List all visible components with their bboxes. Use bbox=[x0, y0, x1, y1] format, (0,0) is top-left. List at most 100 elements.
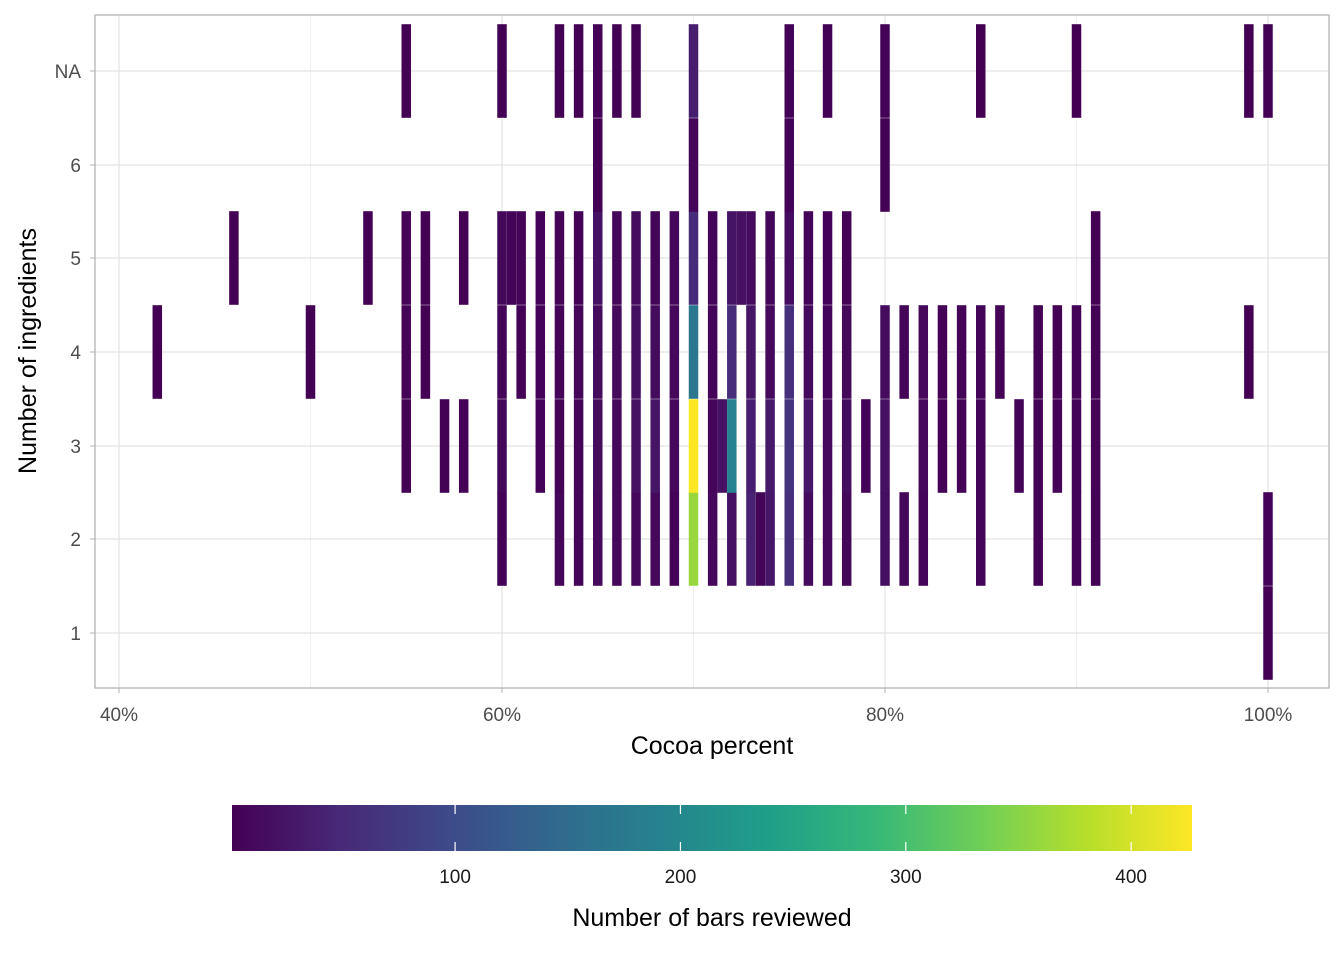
heatmap-cell bbox=[1263, 492, 1273, 586]
heatmap-cell bbox=[717, 399, 727, 493]
heatmap-cell bbox=[784, 305, 794, 399]
heatmap-cell bbox=[439, 399, 450, 493]
heatmap-cell bbox=[593, 305, 603, 399]
heatmap-cell bbox=[918, 492, 929, 586]
heatmap-cell bbox=[1033, 305, 1043, 399]
heatmap-cell bbox=[612, 399, 622, 493]
heatmap-cell bbox=[669, 399, 680, 493]
colorbar bbox=[232, 805, 1192, 851]
heatmap-cell bbox=[401, 399, 411, 493]
heatmap-cell bbox=[1071, 305, 1082, 399]
heatmap-cell bbox=[497, 399, 507, 493]
heatmap-cell bbox=[1244, 24, 1254, 118]
y-tick-label: 2 bbox=[70, 530, 81, 551]
heatmap-cell bbox=[880, 24, 890, 118]
heatmap-cell bbox=[535, 305, 546, 399]
heatmap-cell bbox=[593, 211, 603, 305]
heatmap-cell bbox=[612, 305, 622, 399]
heatmap-cell bbox=[822, 305, 833, 399]
heatmap-cell bbox=[707, 492, 718, 586]
heatmap-cell bbox=[1014, 399, 1024, 493]
heatmap-cell bbox=[841, 399, 852, 493]
x-tick-label: 60% bbox=[483, 705, 521, 726]
heatmap-cell bbox=[516, 211, 526, 305]
y-tick-label: 3 bbox=[70, 437, 81, 458]
heatmap-cell bbox=[688, 24, 699, 118]
heatmap-cell bbox=[784, 24, 794, 118]
heatmap-cell bbox=[841, 305, 852, 399]
heatmap-cell bbox=[918, 305, 929, 399]
heatmap-cell bbox=[420, 211, 431, 305]
colorbar-tick-label: 200 bbox=[665, 867, 697, 888]
heatmap-cell bbox=[688, 399, 699, 493]
heatmap-cell bbox=[554, 211, 565, 305]
heatmap-cell bbox=[535, 211, 546, 305]
heatmap-cell bbox=[497, 492, 507, 586]
heatmap-cell bbox=[880, 305, 890, 399]
heatmap-cell bbox=[573, 399, 584, 493]
heatmap-cell bbox=[1052, 305, 1063, 399]
heatmap-cell bbox=[976, 305, 986, 399]
heatmap-cell bbox=[535, 399, 546, 493]
heatmap-cell bbox=[937, 305, 948, 399]
heatmap-cell bbox=[803, 492, 814, 586]
colorbar-tick-label: 300 bbox=[890, 867, 922, 888]
x-tick-label: 80% bbox=[866, 705, 904, 726]
heatmap-cell bbox=[976, 492, 986, 586]
heatmap-cell bbox=[688, 211, 699, 305]
heatmap-cells bbox=[152, 24, 1273, 680]
heatmap-cell bbox=[937, 399, 948, 493]
colorbar-ticks: 100 200 300 400 bbox=[439, 805, 1147, 888]
heatmap-cell bbox=[554, 492, 565, 586]
heatmap-cell bbox=[918, 399, 929, 493]
heatmap-cell bbox=[880, 399, 890, 493]
heatmap-cell bbox=[573, 24, 584, 118]
heatmap-cell bbox=[956, 399, 967, 493]
heatmap-cell bbox=[650, 399, 660, 493]
heatmap-cell bbox=[707, 211, 718, 305]
heatmap-cell bbox=[506, 211, 517, 305]
colorbar-tick-label: 400 bbox=[1115, 867, 1147, 888]
heatmap-cell bbox=[1090, 399, 1101, 493]
heatmap-cell bbox=[497, 305, 507, 399]
heatmap-cell bbox=[976, 24, 986, 118]
heatmap-cell bbox=[841, 492, 852, 586]
heatmap-cell bbox=[688, 492, 699, 586]
heatmap-cell bbox=[822, 492, 833, 586]
heatmap-cell bbox=[995, 305, 1005, 399]
heatmap-cell bbox=[401, 305, 411, 399]
heatmap-cell bbox=[593, 399, 603, 493]
heatmap-cell bbox=[784, 211, 794, 305]
x-tick-label: 40% bbox=[100, 705, 138, 726]
heatmap-cell bbox=[631, 305, 641, 399]
heatmap-cell bbox=[631, 399, 641, 493]
x-tick-label: 100% bbox=[1244, 705, 1293, 726]
heatmap-cell bbox=[746, 211, 756, 305]
heatmap-cell bbox=[229, 211, 239, 305]
heatmap-cell bbox=[401, 211, 411, 305]
heatmap-cell bbox=[803, 305, 814, 399]
heatmap-cell bbox=[593, 24, 603, 118]
heatmap-cell bbox=[1090, 211, 1101, 305]
heatmap-cell bbox=[612, 492, 622, 586]
heatmap-cell bbox=[152, 305, 163, 399]
heatmap-cell bbox=[497, 211, 507, 305]
colorbar-tick-label: 100 bbox=[439, 867, 471, 888]
heatmap-cell bbox=[631, 24, 641, 118]
heatmap-cell bbox=[497, 24, 507, 118]
x-axis-title: Cocoa percent bbox=[631, 732, 794, 760]
heatmap-cell bbox=[573, 492, 584, 586]
heatmap-cell bbox=[1071, 24, 1082, 118]
heatmap-cell bbox=[631, 211, 641, 305]
heatmap-cell bbox=[1244, 305, 1254, 399]
heatmap-cell bbox=[1090, 305, 1101, 399]
heatmap-cell bbox=[822, 211, 833, 305]
heatmap-cell bbox=[727, 399, 737, 493]
y-axis-ticks: 1 2 3 4 5 6 NA bbox=[55, 62, 95, 645]
heatmap-cell bbox=[765, 211, 775, 305]
heatmap-cell bbox=[573, 211, 584, 305]
heatmap-cell bbox=[803, 399, 814, 493]
heatmap-cell bbox=[1071, 492, 1082, 586]
legend-title: Number of bars reviewed bbox=[572, 904, 851, 932]
heatmap-cell bbox=[650, 492, 660, 586]
